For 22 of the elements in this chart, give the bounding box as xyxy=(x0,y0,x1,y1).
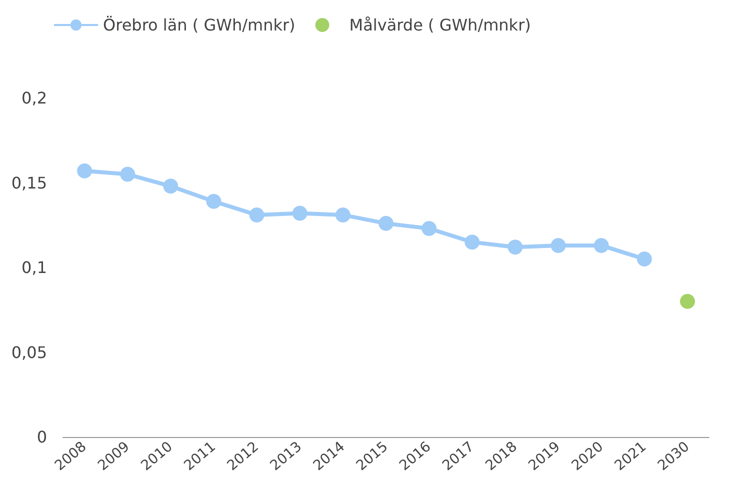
point xyxy=(680,294,695,309)
y-tick-label: 0,05 xyxy=(11,342,47,362)
y-tick-label: 0,1 xyxy=(22,258,47,277)
point xyxy=(249,207,264,222)
point xyxy=(77,163,92,178)
point xyxy=(335,207,350,222)
point xyxy=(292,206,308,221)
point xyxy=(422,221,437,236)
point xyxy=(636,252,652,267)
point xyxy=(378,216,394,231)
legend-label: Målvärde ( GWh/mnkr) xyxy=(349,16,531,34)
point xyxy=(464,234,480,250)
y-tick-label: 0 xyxy=(36,428,47,446)
y-tick-label: 0,15 xyxy=(11,173,47,192)
point xyxy=(508,240,523,255)
point xyxy=(163,178,178,194)
point xyxy=(550,238,566,253)
y-tick-label: 0,2 xyxy=(22,88,47,108)
point xyxy=(120,166,136,182)
point xyxy=(206,194,222,209)
point xyxy=(594,238,609,253)
legend-label: Örebro län ( GWh/mnkr) xyxy=(103,16,296,34)
